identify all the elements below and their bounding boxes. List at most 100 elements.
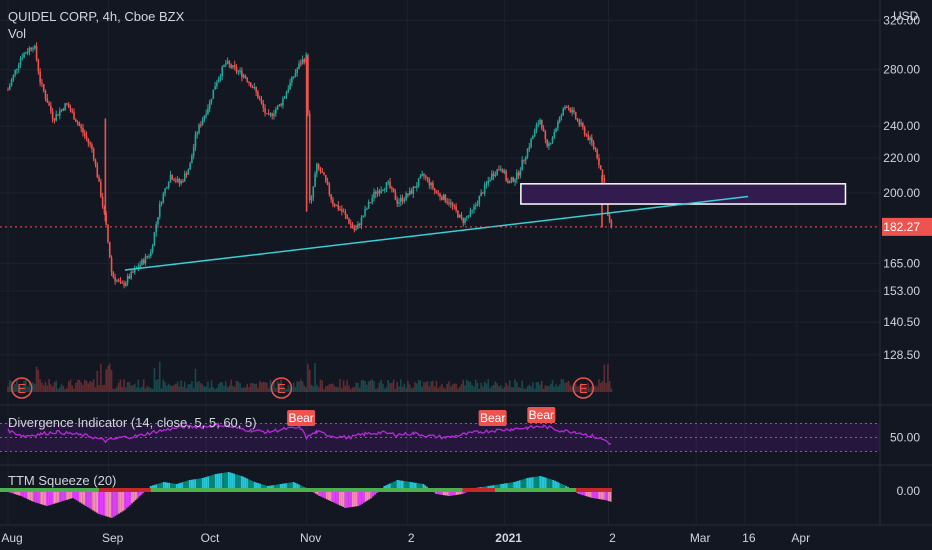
squeeze-bar: [504, 483, 506, 490]
candle-body: [250, 82, 252, 88]
time-axis[interactable]: Aug Sep Oct Nov 2 2021 2 Mar 16 Apr: [1, 531, 810, 545]
volume-bar: [125, 387, 127, 392]
candle-body: [32, 48, 34, 50]
volume-bar: [333, 386, 336, 392]
squeeze-bar: [77, 490, 80, 502]
squeeze-bar: [105, 490, 107, 517]
candle-body: [403, 199, 406, 202]
squeeze-bar: [290, 482, 293, 490]
volume-bar: [69, 379, 72, 392]
volume-bar: [119, 379, 122, 392]
volume-bar: [358, 387, 361, 392]
volume-bar: [607, 364, 609, 392]
candle-body: [374, 192, 377, 194]
volume-bar: [151, 388, 154, 392]
ttm-title[interactable]: TTM Squeeze (20): [8, 473, 116, 488]
squeeze-bar: [216, 473, 219, 490]
candle-body: [489, 179, 491, 181]
squeeze-bar: [591, 490, 594, 498]
candle-body: [580, 123, 582, 125]
candle-body: [344, 212, 347, 216]
squeeze-bar: [246, 478, 248, 490]
squeeze-bar: [563, 484, 565, 490]
volume-bar: [560, 379, 563, 392]
candle-body: [185, 173, 188, 175]
squeeze-bar: [127, 490, 130, 507]
volume-bar: [274, 388, 277, 392]
volume-bar: [108, 363, 111, 392]
candle-body: [192, 146, 195, 156]
volume-bar: [166, 385, 168, 392]
divergence-title[interactable]: Divergence Indicator (14, close, 5, 5, 6…: [8, 415, 257, 430]
volume-bar: [305, 387, 307, 392]
volume-bar: [157, 379, 159, 392]
squeeze-bar: [398, 480, 401, 490]
squeeze-bar: [505, 483, 508, 490]
volume-bar: [100, 363, 102, 392]
candle-body: [28, 47, 31, 53]
squeeze-bar: [500, 484, 503, 490]
squeeze-bar: [298, 484, 300, 490]
candle-body: [37, 59, 40, 72]
volume-bar: [499, 385, 502, 392]
candle-body: [366, 208, 368, 210]
volume-bar: [221, 382, 224, 392]
candle-body: [608, 215, 611, 222]
candle-body: [337, 205, 340, 210]
volume-bar: [539, 384, 541, 392]
candle-body: [108, 241, 111, 258]
squeeze-bar: [546, 478, 549, 490]
squeeze-bar: [522, 479, 525, 490]
volume-bar: [441, 383, 443, 392]
candle-body: [482, 192, 484, 194]
squeeze-bar: [407, 481, 410, 490]
candle-body: [396, 199, 398, 204]
candle-body: [321, 171, 324, 173]
candle-body: [355, 228, 357, 231]
volume-bar: [112, 388, 115, 392]
candle-body: [14, 70, 16, 75]
volume-bar: [471, 384, 473, 392]
candle-body: [117, 280, 120, 282]
squeeze-bar: [64, 490, 67, 501]
volume-bar: [578, 385, 581, 392]
squeeze-bar: [331, 490, 334, 502]
squeeze-bar: [296, 483, 299, 490]
candle-body: [121, 282, 124, 284]
volume-bar: [555, 384, 557, 392]
squeeze-bar: [151, 485, 154, 490]
bear-label-bg: [287, 410, 316, 426]
candle-body: [207, 108, 209, 115]
volume-bar: [433, 386, 436, 392]
candle-body: [512, 177, 515, 182]
symbol-title[interactable]: QUIDEL CORP, 4h, Cboe BZX: [8, 9, 185, 24]
volume-bar: [192, 388, 195, 392]
candle-body: [239, 70, 241, 72]
candle-body: [453, 205, 456, 207]
squeeze-bar: [168, 482, 171, 490]
squeeze-bar: [541, 476, 544, 490]
squeeze-bar: [320, 490, 323, 497]
volume-bar: [89, 381, 91, 392]
candle-body: [423, 174, 425, 176]
volume-bar: [364, 381, 366, 392]
squeeze-bar: [366, 490, 369, 501]
squeeze-bar: [199, 478, 202, 490]
squeeze-bar: [457, 490, 460, 495]
time-tick: Apr: [791, 531, 810, 545]
volume-bar: [228, 385, 231, 392]
squeeze-bar: [318, 490, 321, 496]
candle-body: [335, 205, 338, 207]
candle-body: [483, 184, 486, 194]
volume-bar: [244, 387, 247, 392]
candle-body: [596, 149, 598, 159]
candle-body: [433, 188, 436, 191]
volume-bar: [435, 380, 438, 392]
volume-bar: [269, 379, 272, 392]
volume-bar: [28, 382, 31, 392]
squeeze-bar: [190, 479, 193, 490]
volume-bar: [187, 384, 190, 392]
candle-body: [104, 118, 107, 222]
price-axis[interactable]: 320.00 280.00 240.00 220.00 200.00 165.00 153.…: [882, 14, 932, 498]
